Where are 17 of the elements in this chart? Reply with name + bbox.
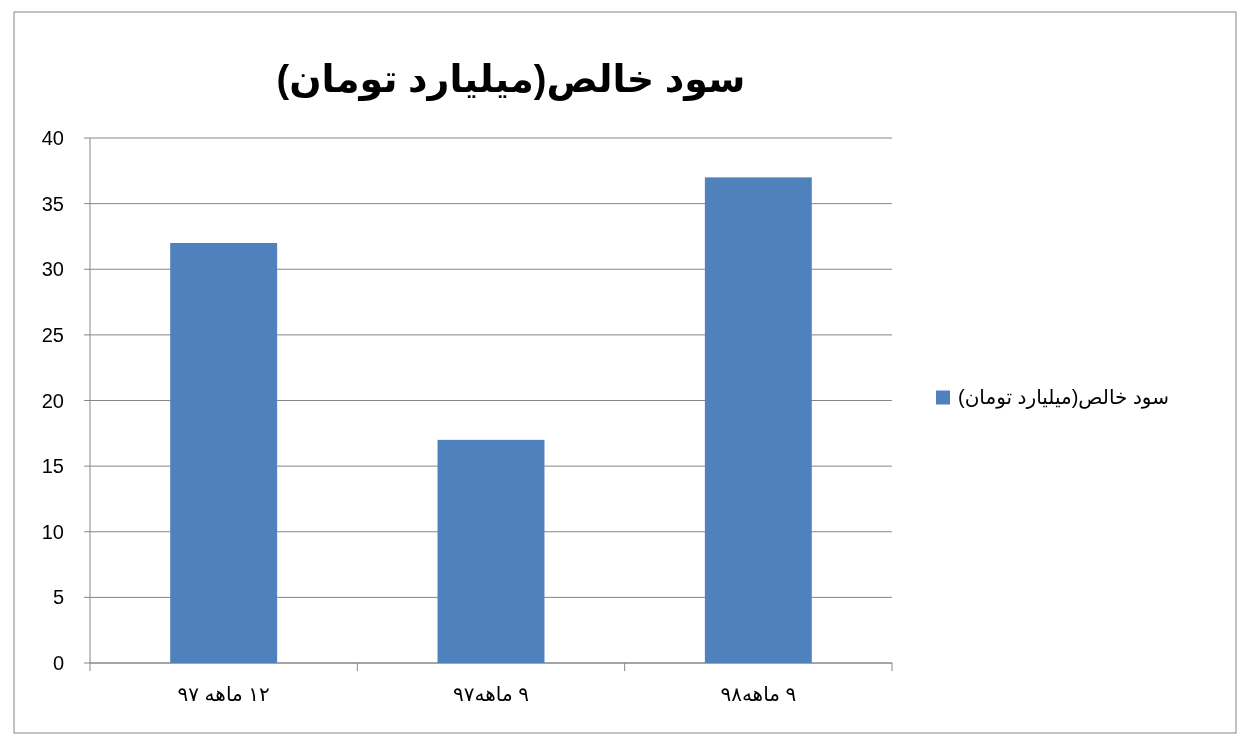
bar	[170, 243, 278, 663]
y-tick-label: 15	[41, 455, 64, 478]
y-tick-label: 10	[41, 520, 64, 543]
y-tick-label: 30	[41, 258, 64, 281]
bar	[437, 439, 545, 663]
x-tick-label: ۹ ماهه۹۷	[453, 683, 529, 705]
y-tick-label: 25	[41, 323, 64, 346]
chart-title: سود خالص(میلیارد تومان)	[276, 58, 746, 101]
y-tick-label: 35	[41, 192, 64, 215]
x-tick-label: ۹ ماهه۹۸	[720, 683, 797, 705]
y-tick-label: 40	[41, 127, 64, 149]
bar	[704, 177, 812, 663]
y-tick-label: 0	[52, 652, 64, 674]
legend-label: سود خالص(میلیارد تومان)	[958, 385, 1169, 409]
y-tick-label: 20	[41, 389, 64, 412]
x-tick-label: ۱۲ ماهه ۹۷	[177, 683, 270, 705]
y-tick-label: 5	[52, 586, 64, 609]
